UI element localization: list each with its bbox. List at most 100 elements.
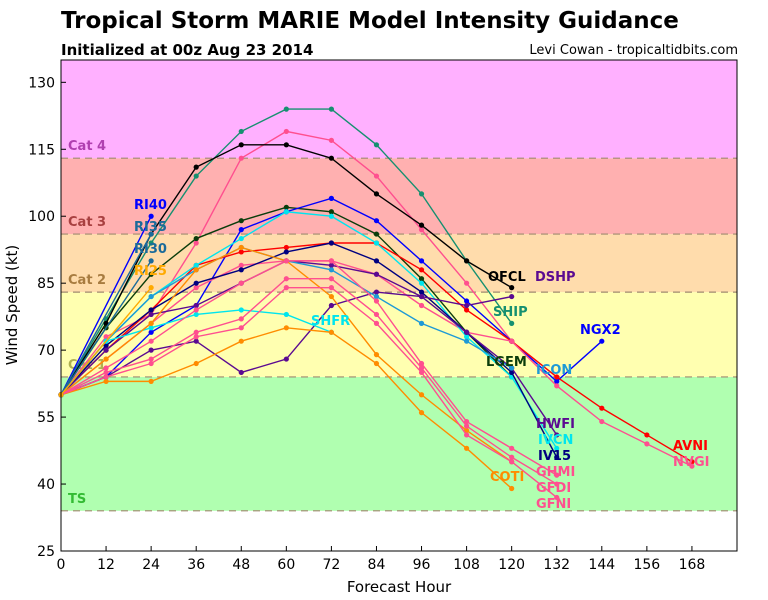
data-point xyxy=(418,302,425,309)
data-point xyxy=(373,142,380,148)
data-point xyxy=(373,231,380,237)
data-point xyxy=(644,432,650,438)
data-point xyxy=(418,392,425,398)
data-point xyxy=(554,378,560,384)
data-point xyxy=(464,329,470,335)
series-label-ri40: RI40 xyxy=(134,198,167,213)
data-point xyxy=(148,338,154,344)
data-point xyxy=(103,356,109,362)
x-axis-label: Forecast Hour xyxy=(347,578,452,596)
chart-credit: Levi Cowan - tropicaltidbits.com xyxy=(529,43,738,58)
data-point xyxy=(328,213,334,219)
data-point xyxy=(238,155,244,161)
data-point xyxy=(554,445,560,451)
x-tick-label: 96 xyxy=(413,557,431,573)
series-label-nvgi: NVGI xyxy=(673,455,709,470)
data-point xyxy=(283,258,289,264)
data-point xyxy=(193,164,199,170)
data-point xyxy=(554,374,560,380)
data-point xyxy=(328,106,334,112)
data-point xyxy=(554,432,560,438)
data-point xyxy=(148,285,154,291)
series-line-hwfi xyxy=(60,260,558,436)
data-point xyxy=(418,320,425,326)
band-cat-3 xyxy=(61,158,737,235)
data-point xyxy=(103,365,109,371)
series-label-shfr: SHFR xyxy=(311,314,350,329)
data-point xyxy=(283,204,289,210)
series-line-gfdi xyxy=(60,278,558,485)
data-point xyxy=(328,240,334,246)
data-point xyxy=(148,325,154,331)
data-point xyxy=(238,325,244,331)
band-ts xyxy=(61,376,737,511)
data-point xyxy=(238,142,244,148)
x-tick-label: 132 xyxy=(543,557,570,573)
data-point xyxy=(238,218,244,224)
data-point xyxy=(464,334,470,340)
x-tick-label: 72 xyxy=(322,557,340,573)
series-label-ghmi: GHMI xyxy=(536,465,575,480)
data-point xyxy=(148,329,154,335)
data-point xyxy=(373,360,380,367)
band-label: Cat 3 xyxy=(68,215,106,230)
data-point xyxy=(238,227,244,233)
data-point xyxy=(193,311,199,318)
data-point xyxy=(373,352,380,358)
data-point xyxy=(328,209,334,215)
band-none xyxy=(61,510,737,551)
data-point xyxy=(644,441,650,447)
series-label-iv15: IV15 xyxy=(538,449,571,464)
data-point xyxy=(148,258,154,264)
band-label: Cat 4 xyxy=(68,139,106,154)
series-label-ship: SHIP xyxy=(493,305,528,320)
series-label-ngx2: NGX2 xyxy=(580,323,621,338)
data-point xyxy=(328,262,334,268)
data-point xyxy=(509,293,515,300)
plot-frame xyxy=(60,59,738,552)
data-point xyxy=(148,311,154,318)
band-cat-4 xyxy=(61,60,737,159)
data-point xyxy=(193,334,199,340)
data-point xyxy=(193,360,199,367)
y-tick-label: 130 xyxy=(28,75,55,91)
data-point xyxy=(238,280,244,286)
data-point xyxy=(464,338,470,344)
data-point xyxy=(283,128,289,135)
data-point xyxy=(283,249,289,255)
y-tick-label: 25 xyxy=(37,544,55,560)
y-tick-label: 55 xyxy=(37,410,55,426)
data-point xyxy=(328,293,334,300)
data-point xyxy=(464,258,470,264)
data-point xyxy=(464,298,470,304)
x-tick-label: 0 xyxy=(57,557,66,573)
data-point xyxy=(238,244,244,251)
series-label-ri35: RI35 xyxy=(134,220,167,235)
data-point xyxy=(148,231,154,237)
data-point xyxy=(103,374,109,380)
series-label-ofcl: OFCL xyxy=(488,270,526,285)
data-point xyxy=(103,334,109,340)
data-point xyxy=(328,276,334,282)
series-label-lgem: LGEM xyxy=(486,355,527,370)
data-point xyxy=(373,258,380,264)
data-point xyxy=(328,329,334,335)
data-point xyxy=(103,378,109,384)
data-point xyxy=(464,418,470,425)
data-point xyxy=(418,410,425,416)
data-point xyxy=(599,405,605,411)
data-point xyxy=(238,262,244,268)
y-tick-label: 85 xyxy=(37,276,55,292)
data-point xyxy=(418,258,425,264)
y-tick-label: 70 xyxy=(37,343,55,359)
data-point xyxy=(373,271,380,277)
series-label-ivcn: IVCN xyxy=(538,433,573,448)
data-point xyxy=(418,289,425,295)
data-point xyxy=(238,307,244,313)
series-label-icon: ICON xyxy=(536,363,572,378)
data-point xyxy=(418,365,425,371)
y-tick-label: 115 xyxy=(28,142,55,158)
series-line-ghmi xyxy=(60,260,558,476)
y-tick-label: 40 xyxy=(37,477,55,493)
